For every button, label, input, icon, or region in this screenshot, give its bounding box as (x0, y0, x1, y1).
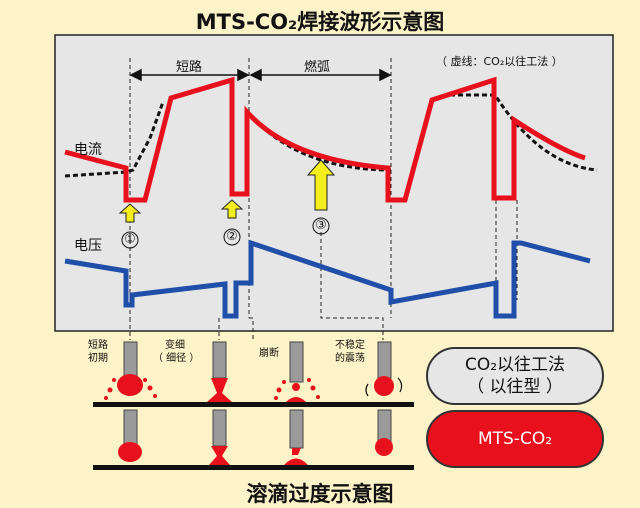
conventional-method-line2: （ 以往型 ） (467, 377, 563, 397)
stage-2-label-line2: （ 细径 ） (153, 353, 200, 364)
stage-1-label-line1: 短路 (88, 340, 108, 351)
baseline-top (93, 402, 414, 407)
stage-2-label-line1: 变细 (165, 340, 185, 351)
stage-4-label-line2: 的震荡 (335, 353, 365, 364)
conventional-method-line1: CO₂以往工法 (464, 355, 566, 375)
mts-droplets (118, 409, 393, 465)
stage-3-label: 崩断 (259, 348, 279, 359)
arrow-1-icon (118, 203, 142, 223)
phase-label-arc: 燃弧 (304, 60, 331, 75)
current-label: 电流 (74, 142, 102, 158)
conventional-droplets (104, 341, 403, 402)
marker-1 (121, 231, 139, 249)
phase-arrows (129, 68, 392, 82)
stage-1-label-line2: 初期 (88, 353, 108, 364)
arrow-2-icon (220, 199, 244, 219)
marker-1-label: ① (124, 232, 136, 247)
marker-3-label: ③ (315, 218, 327, 233)
marker-2-label: ② (226, 229, 238, 244)
phase-label-short-circuit: 短路 (176, 60, 203, 75)
stage-4-label-line1: 不稳定 (335, 340, 365, 351)
voltage-label: 电压 (74, 238, 102, 254)
page-title: MTS-CO₂焊接波形示意图 (195, 10, 445, 34)
legend-note: （ 虚线：CO₂以往工法 ） (436, 55, 563, 68)
current-waveform (64, 76, 586, 203)
voltage-waveform (64, 239, 591, 319)
arrow-3-icon (306, 159, 336, 211)
conventional-method-badge: CO₂以往工法 （ 以往型 ） (426, 347, 604, 405)
yellow-arrows (118, 159, 336, 223)
marker-2 (223, 228, 241, 246)
bottom-title: 溶滴过度示意图 (246, 482, 394, 506)
marker-3 (312, 217, 330, 235)
mts-method-badge: MTS-CO₂ (426, 410, 604, 468)
baseline-bottom (93, 465, 414, 470)
